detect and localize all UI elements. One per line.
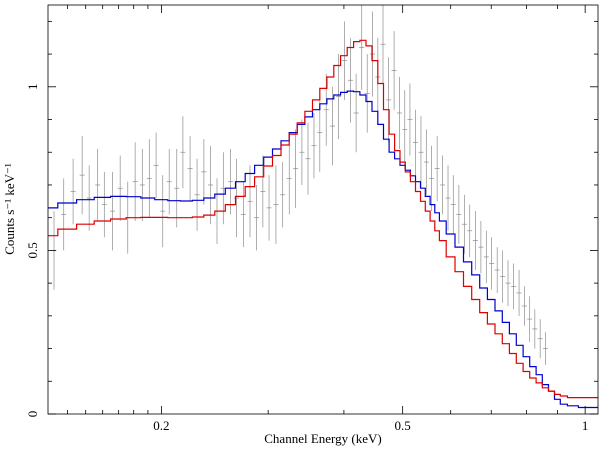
y-axis-title: Counts s⁻¹ keV⁻¹	[2, 163, 17, 255]
data-point	[364, 54, 370, 133]
data-point	[247, 165, 253, 238]
data-point	[240, 181, 246, 248]
data-point	[402, 90, 408, 169]
data-point	[153, 132, 159, 199]
y-tick-label-1: 0.5	[25, 242, 40, 258]
model-layer	[48, 39, 598, 409]
data-point	[174, 148, 180, 228]
data-point	[336, 54, 342, 140]
data-point	[201, 139, 207, 205]
x-axis-title: Channel Energy (keV)	[264, 431, 381, 446]
plot-frame	[47, 4, 599, 415]
data-point	[254, 184, 260, 251]
data-point	[445, 165, 451, 231]
data-point	[429, 145, 435, 212]
data-point	[329, 86, 335, 166]
data-point	[380, 5, 386, 84]
data-point	[194, 158, 200, 231]
data-point	[423, 129, 429, 195]
data-point	[461, 194, 467, 254]
data-point	[146, 139, 152, 218]
tick-layer: 0.2 0.5 1 0 0.5 1	[25, 5, 598, 433]
data-point	[542, 332, 548, 365]
data-point	[537, 319, 543, 359]
data-point	[132, 142, 138, 221]
data-point	[418, 116, 424, 189]
data-point	[413, 109, 419, 176]
data-point	[70, 158, 76, 225]
data-point	[266, 175, 272, 241]
data-point	[505, 260, 511, 307]
data-point	[187, 135, 193, 202]
data-point	[139, 148, 145, 221]
y-tick-label-2: 1	[25, 84, 40, 91]
x-tick-label-2: 1	[582, 418, 589, 433]
data-point	[311, 112, 317, 179]
data-point	[101, 171, 107, 238]
data-point	[234, 158, 240, 238]
data-point	[180, 116, 186, 189]
data-point	[347, 37, 353, 123]
data-point	[342, 21, 348, 100]
data-point	[166, 148, 172, 215]
data-point	[521, 286, 527, 326]
data-point	[511, 263, 517, 310]
data-point	[280, 162, 286, 228]
data-point	[527, 296, 533, 343]
data-point	[359, 5, 365, 91]
data-point	[396, 76, 402, 149]
data-point	[483, 230, 489, 284]
data-point	[440, 155, 446, 215]
data-point	[467, 204, 473, 257]
data-point	[478, 220, 484, 274]
x-tick-label-1: 0.5	[395, 418, 411, 433]
data-point	[86, 165, 92, 231]
data-point	[407, 83, 413, 156]
data-point	[260, 155, 266, 228]
data-point	[117, 155, 123, 221]
data-point	[227, 148, 233, 215]
data-point	[208, 145, 214, 225]
data-point	[95, 148, 101, 221]
model-red-line	[48, 39, 598, 399]
data-point	[450, 175, 456, 235]
data-points-layer	[51, 5, 548, 365]
data-point	[489, 237, 495, 290]
data-point	[305, 122, 311, 195]
data-point	[434, 135, 440, 202]
data-point	[472, 211, 478, 271]
data-point	[391, 31, 397, 110]
model-blue-line	[48, 90, 598, 409]
data-point	[109, 171, 115, 251]
data-point	[293, 129, 299, 208]
data-point	[286, 142, 292, 215]
data-point	[456, 184, 462, 244]
data-point	[353, 73, 359, 153]
data-point	[323, 73, 329, 146]
data-point	[299, 119, 305, 185]
x-tick-label-0: 0.2	[153, 418, 169, 433]
data-point	[532, 309, 538, 349]
data-point	[516, 270, 522, 316]
data-point	[61, 178, 67, 251]
data-point	[79, 135, 85, 215]
data-point	[273, 165, 279, 244]
y-tick-label-0: 0	[25, 411, 40, 418]
data-point	[494, 247, 500, 293]
data-point	[500, 250, 506, 303]
data-point	[160, 175, 166, 248]
